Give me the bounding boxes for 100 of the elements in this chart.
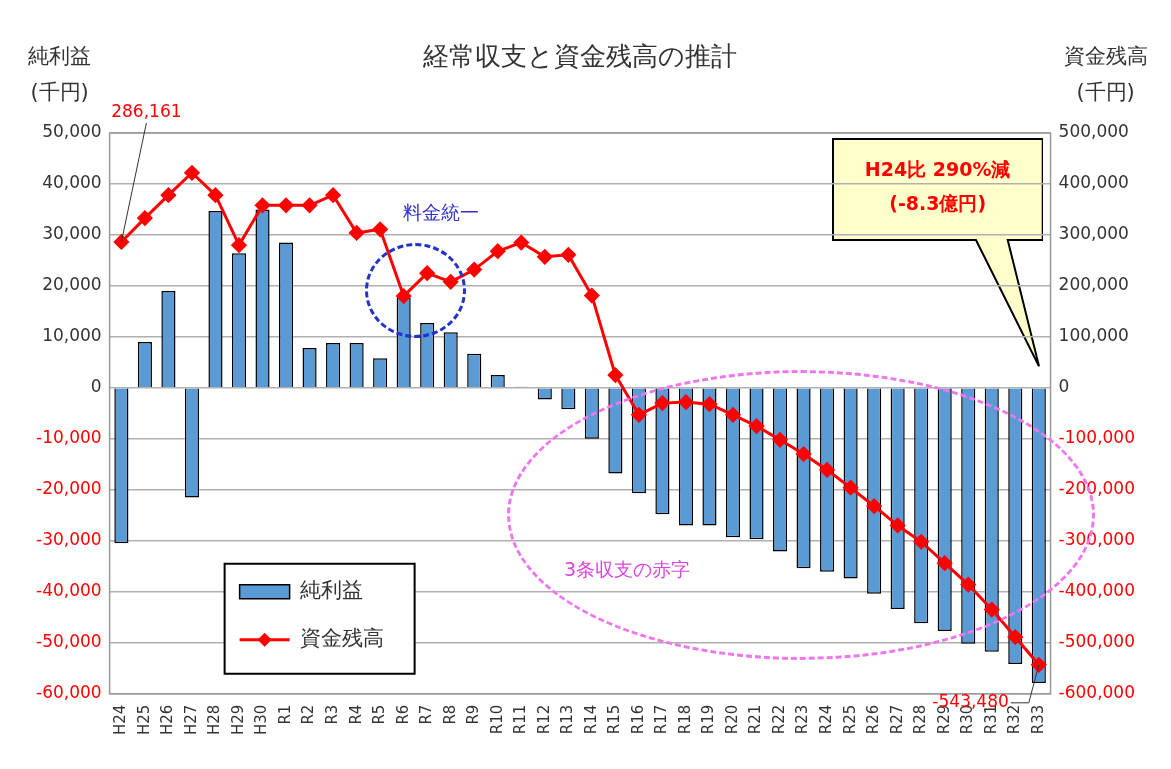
point	[278, 197, 294, 213]
point	[372, 221, 388, 237]
x-tick-label: R24	[816, 704, 835, 735]
x-tick-label: R2	[299, 704, 318, 725]
x-tick-label: H26	[158, 704, 177, 736]
point	[113, 234, 129, 250]
y2-tick-label: -400,000	[1058, 580, 1135, 601]
x-tick-label: H28	[205, 704, 224, 736]
point	[537, 249, 553, 265]
x-tick-label: H24	[111, 704, 130, 736]
point	[207, 187, 223, 203]
point	[1031, 657, 1047, 673]
y-tick-label: -40,000	[35, 580, 102, 601]
y-tick-label: -20,000	[35, 478, 102, 499]
x-tick-label: R6	[393, 704, 412, 725]
x-tick-label: R23	[793, 704, 812, 735]
y-tick-label: -60,000	[35, 682, 102, 703]
x-tick-label: R15	[605, 704, 624, 735]
x-tick-label: R4	[346, 704, 365, 725]
y-tick-label: -30,000	[35, 529, 102, 550]
y-axis-title: 純利益 (千円)	[28, 44, 92, 105]
point	[255, 197, 271, 213]
point	[513, 235, 529, 251]
point	[678, 394, 694, 410]
point	[960, 577, 976, 593]
annotation: 3条収支の赤字	[564, 558, 691, 581]
y-tick-label: 30,000	[42, 223, 102, 244]
y2-tick-label: -100,000	[1058, 427, 1135, 448]
x-tick-label: R1	[275, 704, 294, 725]
point	[419, 265, 435, 281]
point	[443, 274, 459, 290]
x-tick-label: R21	[746, 704, 765, 735]
y-tick-label: 10,000	[42, 325, 102, 346]
annotation: H24比 290%減 (-8.3億円)	[864, 158, 1011, 215]
x-tick-label: H27	[181, 704, 200, 736]
legend-label: 純利益	[299, 578, 363, 603]
x-tick-label: R26	[864, 704, 883, 735]
x-tick-label: R18	[675, 704, 694, 735]
point	[160, 187, 176, 203]
x-tick-label: R8	[440, 704, 459, 725]
point	[137, 210, 153, 226]
x-tick-label: R12	[534, 704, 553, 735]
x-tick-label: R16	[628, 704, 647, 735]
point	[231, 237, 247, 253]
data-label: 286,161	[111, 101, 182, 122]
y2-tick-label: 400,000	[1058, 172, 1129, 193]
point	[772, 432, 788, 448]
y-tick-label: 0	[90, 376, 102, 397]
y2-tick-label: -200,000	[1058, 478, 1135, 499]
y2-tick-label: 300,000	[1058, 223, 1129, 244]
point	[184, 165, 200, 181]
y-tick-label: -50,000	[35, 631, 102, 652]
point	[866, 498, 882, 514]
x-tick-label: R13	[558, 704, 577, 735]
point	[607, 367, 623, 383]
x-tick-label: R19	[699, 704, 718, 735]
point	[490, 243, 506, 259]
x-tick-label: H30	[252, 704, 271, 736]
annotation: 料金統一	[403, 201, 480, 224]
x-tick-label: R28	[911, 704, 930, 735]
x-tick-label: R5	[370, 704, 389, 725]
point	[325, 187, 341, 203]
y-tick-label: 40,000	[42, 172, 102, 193]
x-tick-label: R27	[887, 704, 906, 735]
x-tick-label: R25	[840, 704, 859, 735]
point	[913, 534, 929, 550]
x-tick-label: R9	[464, 704, 483, 725]
x-tick-label: R10	[487, 704, 506, 735]
x-tick-label: R33	[1028, 704, 1047, 735]
y2-tick-label: -300,000	[1058, 529, 1135, 550]
legend-label: 資金残高	[299, 626, 384, 651]
point	[701, 396, 717, 412]
point	[302, 197, 318, 213]
x-tick-label: R14	[581, 704, 600, 735]
point	[631, 407, 647, 423]
point	[749, 418, 765, 434]
x-tick-label: H25	[134, 704, 153, 736]
y2-axis-title: 資金残高 (千円)	[1063, 44, 1148, 105]
x-tick-label: H29	[228, 704, 247, 736]
y2-tick-label: -500,000	[1058, 631, 1135, 652]
x-tick-label: R3	[322, 704, 341, 725]
point	[819, 462, 835, 478]
x-tick-label: R7	[417, 704, 436, 725]
point	[349, 225, 365, 241]
point	[560, 247, 576, 263]
y2-tick-label: -600,000	[1058, 682, 1135, 703]
y2-tick-label: 100,000	[1058, 325, 1129, 346]
point	[654, 395, 670, 411]
y-tick-label: 50,000	[42, 121, 102, 142]
point	[984, 602, 1000, 618]
point	[466, 262, 482, 278]
point	[1007, 629, 1023, 645]
y-tick-label: 20,000	[42, 274, 102, 295]
point	[725, 407, 741, 423]
point	[796, 446, 812, 462]
point	[937, 555, 953, 571]
y2-tick-label: 500,000	[1058, 121, 1129, 142]
point	[396, 288, 412, 304]
point	[584, 288, 600, 304]
point	[843, 480, 859, 496]
